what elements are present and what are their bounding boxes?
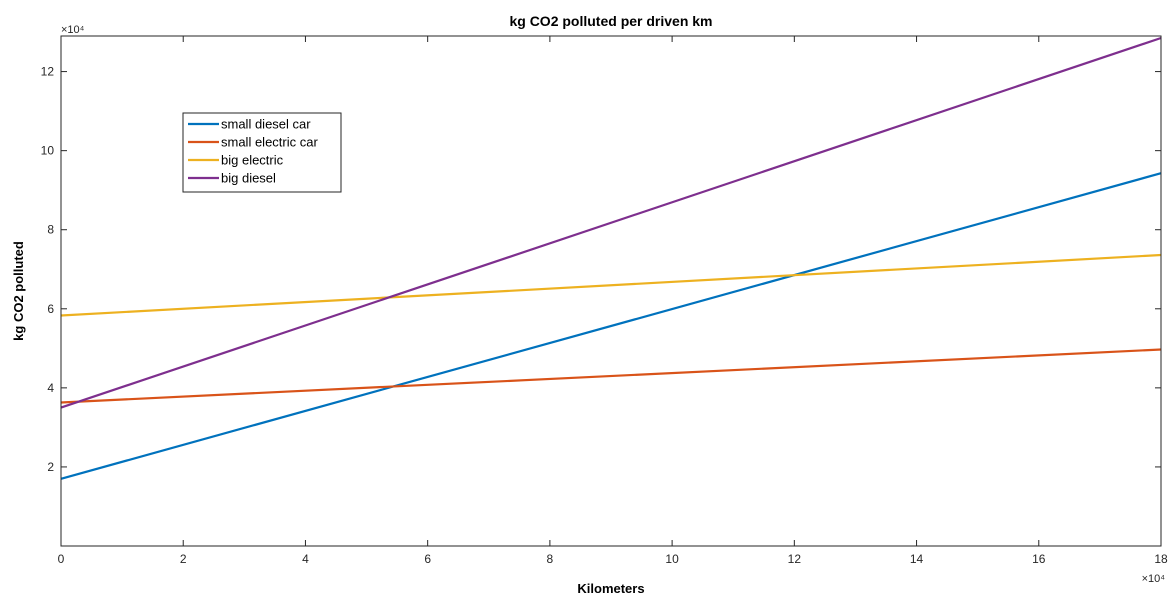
legend-label-small-electric-car: small electric car [221,135,318,150]
legend-label-big-diesel: big diesel [221,171,276,186]
y-tick-label: 8 [47,223,54,237]
y-tick-label: 4 [47,381,54,395]
x-tick-label: 10 [665,552,679,566]
x-tick-label: 18 [1154,552,1168,566]
series-line-big-electric [60,253,1162,317]
x-axis-label: Kilometers [577,581,644,596]
x-tick-label: 14 [910,552,924,566]
x-tick-label: 4 [302,552,309,566]
series-line-big-diesel [60,36,1162,409]
x-tick-label: 8 [547,552,554,566]
x-tick-label: 6 [424,552,431,566]
x-tick-label: 2 [180,552,187,566]
legend: small diesel car small electric car big el… [182,112,342,193]
x-tick-label: 12 [788,552,802,566]
x-tick-labels: 0 2 4 6 8 10 12 14 16 18 [58,552,1168,566]
plot-frame [60,35,1162,547]
y-tick-label: 12 [41,65,55,79]
series-line-small-electric-car [60,348,1162,404]
y-axis-multiplier: ×10⁴ [61,24,85,36]
y-tick-label: 2 [47,460,54,474]
y-tick-label: 6 [47,302,54,316]
x-tick-label: 0 [58,552,65,566]
y-tick-labels: 2 4 6 8 10 12 [41,65,55,474]
series-lines [60,36,1162,480]
y-tick-label: 10 [41,144,55,158]
legend-label-big-electric: big electric [221,153,284,168]
x-tick-label: 16 [1032,552,1046,566]
x-axis-multiplier: ×10⁴ [1142,573,1166,585]
chart-title: kg CO2 polluted per driven km [509,13,712,29]
y-axis-label: kg CO2 polluted [11,241,26,341]
legend-label-small-diesel-car: small diesel car [221,117,311,132]
series-line-small-diesel-car [60,172,1162,480]
